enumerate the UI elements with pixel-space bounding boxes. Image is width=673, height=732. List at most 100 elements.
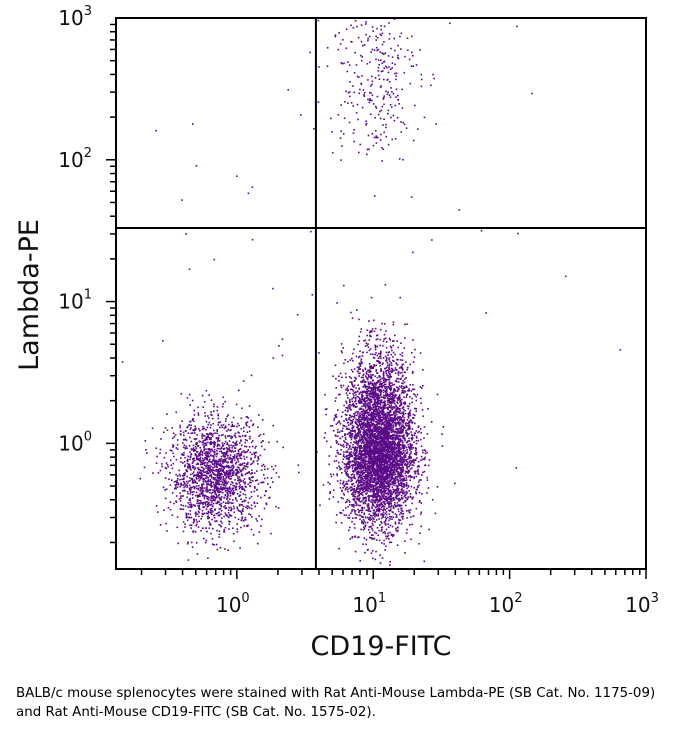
scatter-point bbox=[393, 507, 395, 509]
scatter-point bbox=[357, 442, 360, 445]
scatter-point bbox=[408, 440, 411, 442]
scatter-point bbox=[384, 438, 386, 441]
scatter-point bbox=[211, 435, 214, 438]
scatter-point bbox=[360, 363, 362, 365]
scatter-point bbox=[345, 465, 348, 468]
scatter-point bbox=[359, 400, 361, 402]
scatter-point bbox=[197, 474, 199, 476]
scatter-point bbox=[403, 477, 405, 480]
scatter-point bbox=[239, 491, 242, 493]
scatter-point bbox=[377, 441, 380, 443]
scatter-point bbox=[208, 438, 211, 441]
scatter-point bbox=[394, 407, 396, 409]
scatter-point bbox=[164, 497, 167, 500]
scatter-point bbox=[351, 435, 353, 437]
scatter-point bbox=[204, 415, 206, 417]
scatter-point bbox=[327, 481, 329, 484]
scatter-point bbox=[231, 461, 233, 464]
scatter-point bbox=[222, 477, 225, 480]
scatter-point bbox=[403, 486, 405, 488]
scatter-point bbox=[357, 415, 360, 417]
scatter-point bbox=[203, 427, 206, 430]
scatter-point bbox=[407, 475, 410, 478]
scatter-point bbox=[386, 426, 388, 429]
scatter-point bbox=[405, 490, 408, 493]
scatter-point bbox=[409, 452, 412, 455]
scatter-point bbox=[255, 518, 257, 520]
scatter-point bbox=[427, 408, 429, 410]
scatter-point bbox=[175, 447, 178, 449]
scatter-point bbox=[374, 511, 377, 513]
scatter-point bbox=[335, 455, 337, 457]
scatter-point bbox=[372, 449, 374, 451]
scatter-point bbox=[397, 479, 400, 481]
scatter-point bbox=[392, 406, 394, 409]
scatter-point bbox=[409, 384, 412, 386]
scatter-point bbox=[220, 488, 223, 490]
scatter-point bbox=[377, 452, 379, 454]
scatter-point bbox=[218, 443, 220, 446]
scatter-point bbox=[357, 412, 359, 415]
scatter-point bbox=[191, 486, 193, 489]
scatter-point bbox=[391, 493, 393, 496]
scatter-point bbox=[387, 422, 390, 425]
scatter-point bbox=[234, 488, 237, 491]
scatter-point bbox=[212, 422, 215, 425]
scatter-point bbox=[223, 484, 225, 486]
scatter-point bbox=[404, 449, 407, 452]
scatter-point bbox=[401, 375, 404, 378]
scatter-point bbox=[393, 498, 396, 501]
scatter-point bbox=[244, 465, 246, 468]
scatter-point bbox=[172, 446, 174, 448]
scatter-point bbox=[377, 414, 379, 416]
scatter-point bbox=[234, 479, 236, 481]
scatter-point bbox=[181, 453, 183, 455]
scatter-point bbox=[203, 468, 205, 471]
scatter-point bbox=[190, 473, 192, 476]
scatter-point bbox=[335, 397, 337, 399]
scatter-point bbox=[236, 470, 239, 473]
scatter-point bbox=[211, 455, 214, 457]
scatter-point bbox=[420, 513, 422, 515]
scatter-point bbox=[236, 523, 238, 525]
scatter-point bbox=[213, 483, 215, 486]
scatter-point bbox=[232, 451, 235, 453]
scatter-point bbox=[392, 464, 395, 467]
scatter-point bbox=[376, 409, 378, 412]
scatter-point bbox=[183, 480, 185, 483]
scatter-point bbox=[378, 352, 380, 355]
scatter-point bbox=[392, 516, 394, 518]
scatter-point bbox=[210, 495, 212, 498]
scatter-point bbox=[381, 377, 383, 380]
scatter-point bbox=[426, 433, 429, 435]
scatter-point bbox=[238, 468, 241, 471]
scatter-point bbox=[381, 382, 383, 385]
scatter-point bbox=[227, 471, 230, 473]
scatter-point bbox=[226, 483, 228, 485]
scatter-point bbox=[217, 421, 220, 424]
scatter-point bbox=[216, 489, 219, 492]
scatter-point bbox=[378, 420, 381, 423]
scatter-point bbox=[337, 421, 339, 424]
scatter-point bbox=[200, 491, 203, 494]
scatter-point bbox=[184, 456, 186, 459]
scatter-point bbox=[261, 465, 263, 467]
scatter-point bbox=[209, 451, 212, 453]
scatter-point bbox=[431, 498, 434, 501]
scatter-point bbox=[382, 472, 384, 475]
scatter-point bbox=[415, 491, 417, 493]
scatter-point bbox=[402, 449, 405, 452]
scatter-point bbox=[169, 484, 172, 486]
scatter-point bbox=[351, 433, 354, 435]
scatter-point bbox=[250, 495, 253, 498]
scatter-point bbox=[226, 430, 228, 432]
scatter-point bbox=[362, 386, 364, 388]
scatter-point bbox=[215, 465, 217, 468]
scatter-point bbox=[398, 446, 400, 448]
scatter-point bbox=[398, 408, 400, 411]
scatter-point bbox=[195, 487, 198, 490]
scatter-point bbox=[244, 439, 247, 441]
scatter-point bbox=[365, 457, 367, 459]
scatter-point bbox=[372, 415, 375, 418]
scatter-point bbox=[340, 415, 343, 418]
